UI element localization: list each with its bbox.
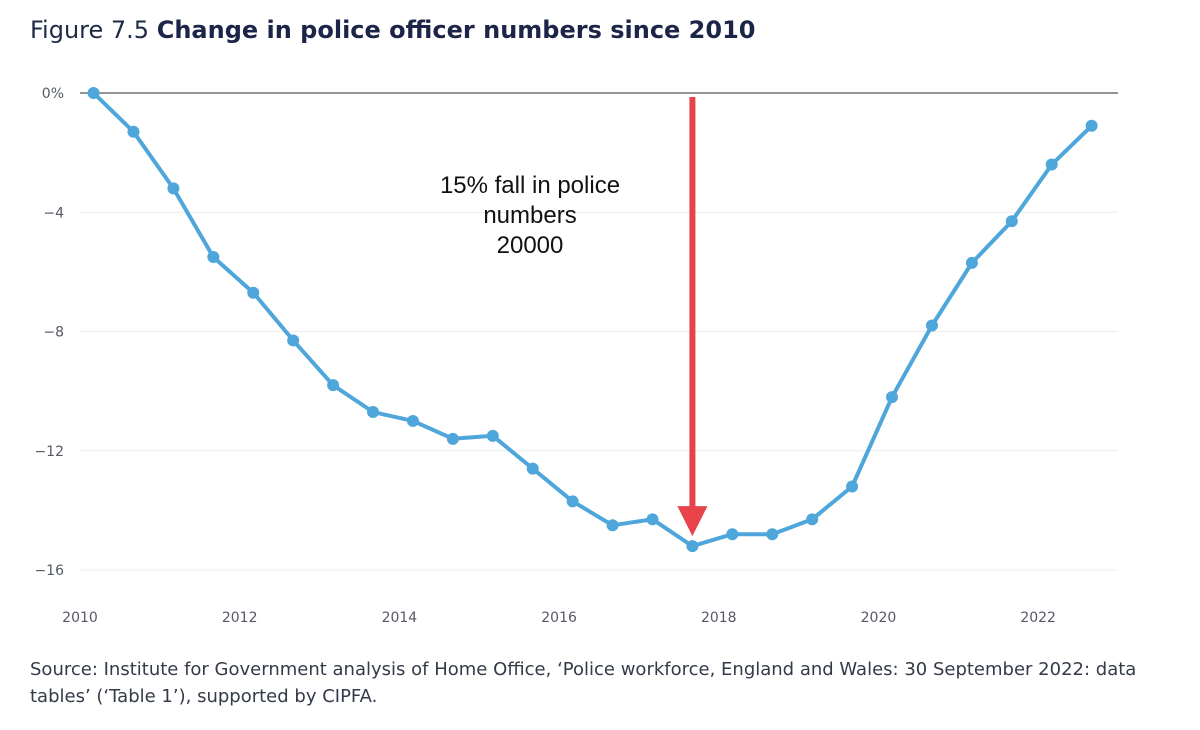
- series-line: [91, 91, 1094, 549]
- annotation-arrow-head: [677, 506, 708, 537]
- data-point: [566, 495, 579, 508]
- data-point: [886, 391, 899, 404]
- data-point: [167, 182, 180, 195]
- data-point: [646, 513, 659, 526]
- data-point: [1085, 119, 1098, 132]
- gridlines: [80, 92, 1118, 571]
- y-tick-label: −12: [34, 444, 64, 460]
- figure-number: Figure 7.5: [30, 16, 150, 44]
- data-point: [1005, 215, 1018, 228]
- figure-heading: Change in police officer numbers since 2…: [156, 16, 756, 44]
- data-point: [406, 414, 419, 427]
- x-tick-label: 2020: [861, 610, 897, 626]
- x-tick-label: 2012: [222, 610, 258, 626]
- data-point: [207, 250, 220, 263]
- data-point: [766, 528, 779, 541]
- x-tick-label: 2016: [541, 610, 577, 626]
- data-point: [247, 286, 260, 299]
- x-tick-label: 2018: [701, 610, 737, 626]
- data-point: [127, 125, 140, 138]
- line-chart: 0% −4 −8 −12 −16 2010 2012 2014 2016 2018 2020 202…: [34, 86, 1118, 626]
- y-axis: 0% −4 −8 −12 −16: [34, 86, 64, 579]
- x-tick-label: 2014: [382, 610, 418, 626]
- data-point: [925, 319, 938, 332]
- y-tick-label: −16: [34, 563, 64, 579]
- data-point: [486, 429, 499, 442]
- data-point: [606, 519, 619, 532]
- data-point: [446, 432, 459, 445]
- data-point: [965, 256, 978, 269]
- data-point: [806, 513, 819, 526]
- annotation-text-line: numbers: [483, 202, 576, 229]
- annotation: 15% fall in police numbers 20000: [440, 97, 708, 537]
- data-point: [87, 87, 100, 99]
- data-point: [726, 528, 739, 541]
- source-note: Source: Institute for Government analysi…: [30, 659, 1137, 707]
- series: [87, 87, 1098, 553]
- figure-title: Figure 7.5 Change in police officer numb…: [30, 16, 755, 44]
- data-point: [367, 405, 380, 418]
- y-tick-label: 0%: [42, 86, 64, 102]
- x-axis: 2010 2012 2014 2016 2018 2020 2022: [62, 610, 1056, 626]
- data-point: [1045, 158, 1058, 171]
- y-tick-label: −4: [43, 205, 64, 221]
- annotation-text-line: 20000: [497, 232, 564, 259]
- x-tick-label: 2010: [62, 610, 98, 626]
- data-point: [846, 480, 859, 493]
- data-point: [327, 379, 340, 392]
- data-point: [526, 462, 539, 475]
- data-point: [686, 540, 699, 553]
- x-tick-label: 2022: [1020, 610, 1056, 626]
- annotation-text-line: 15% fall in police: [440, 172, 620, 199]
- y-tick-label: −8: [43, 325, 64, 341]
- data-point: [287, 334, 300, 347]
